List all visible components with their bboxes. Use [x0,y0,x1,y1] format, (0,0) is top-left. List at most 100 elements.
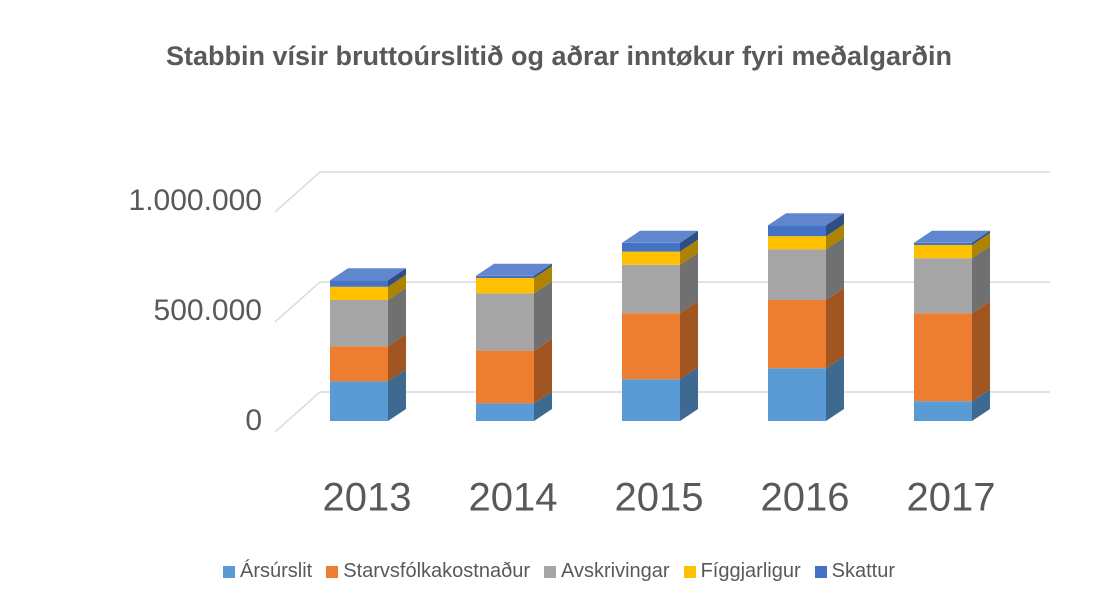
bar [476,278,534,294]
bar-side [972,389,990,421]
bar [476,403,534,421]
bar-segment [476,391,552,421]
legend-label: Fíggjarligur [700,560,801,582]
bar-side [972,230,990,245]
bar-segment [622,230,698,252]
legend-item: Skattur [814,560,895,583]
x-tick-label: 2017 [907,476,996,520]
x-tick-label: 2016 [761,476,850,520]
bar-side [680,239,698,265]
legend-label: Ársúrslit [240,560,313,582]
bar [768,249,826,300]
bar-segment [622,367,698,421]
bar [622,251,680,265]
bar [622,264,680,314]
legend-label: Starvsfólkakostnaður [343,560,531,582]
legend-swatch [683,565,696,578]
bar-side [972,301,990,402]
legend-label: Avskrivingar [561,560,670,582]
bar-segment [914,246,990,314]
bar-segment [476,263,552,278]
bar-side [680,367,698,421]
bar-side [826,224,844,250]
x-tick-label: 2013 [323,476,412,520]
bar-side [972,233,990,259]
y-tick-label: 500.000 [154,294,262,327]
bar-side [826,356,844,421]
bar [914,401,972,421]
bar-side [680,230,698,252]
bar-segment [768,237,844,300]
legend-swatch [814,565,827,578]
bar-side [388,369,406,421]
bar-segment [914,233,990,259]
bar [768,368,826,421]
bar-side [534,263,552,278]
bar-side [826,288,844,369]
bar [914,245,972,259]
bar-top [914,230,990,243]
bar [330,346,388,382]
bar-segment [330,274,406,300]
bar-side [680,252,698,314]
bar [622,379,680,421]
bar-top [768,213,844,226]
bar-segment [476,338,552,404]
bar-top [476,263,552,276]
bar-segment [768,288,844,369]
legend-swatch [223,565,236,578]
bar-side [388,268,406,287]
x-tick-label: 2015 [615,476,704,520]
legend-item: Starvsfólkakostnaður [326,560,530,583]
bar-side [388,334,406,382]
bar-segment [622,239,698,265]
title-box: Stabbin vísir bruttoúrslitið og aðrar in… [0,34,1118,78]
legend-item: Avskrivingar [544,560,670,583]
bar-segment [330,334,406,382]
bar-side [972,246,990,314]
legend: Ársúrslit Starvsfólkakostnaður Avskrivinga… [0,560,1118,583]
bar-side [534,281,552,351]
bar [622,313,680,380]
bar-segment [768,213,844,237]
bar-top [330,268,406,281]
legend-swatch [326,565,339,578]
bar-top [622,230,698,243]
bar-segment [622,301,698,380]
bar-side [534,266,552,294]
bar [330,381,388,421]
chart-title: Stabbin vísir bruttoúrslitið og aðrar in… [165,41,953,71]
legend-item: Ársúrslit [223,560,312,583]
legend-item: Fíggjarligur [683,560,801,583]
bar-segment [476,266,552,294]
bar-side [826,237,844,300]
bar-segment [768,356,844,421]
legend-label: Skattur [831,560,895,582]
bar-side [826,213,844,237]
y-tick-label: 1.000.000 [129,184,262,217]
bar-segment [914,389,990,421]
bar [914,313,972,402]
bar-side [388,274,406,300]
bar [768,300,826,369]
bar-side [534,391,552,421]
bar [476,350,534,404]
bar [914,242,972,245]
bar-segment [622,252,698,314]
x-tick-label: 2014 [469,476,558,520]
bar [476,275,534,278]
bar [768,236,826,250]
bar [914,258,972,314]
bar [330,300,388,347]
bar-segment [330,268,406,287]
bar [330,280,388,287]
bar-side [534,338,552,404]
y-tick-label: 0 [245,404,262,437]
bar-segment [914,230,990,245]
bar-segment [914,301,990,402]
bar [476,293,534,351]
bar [768,225,826,237]
bar-segment [330,369,406,421]
